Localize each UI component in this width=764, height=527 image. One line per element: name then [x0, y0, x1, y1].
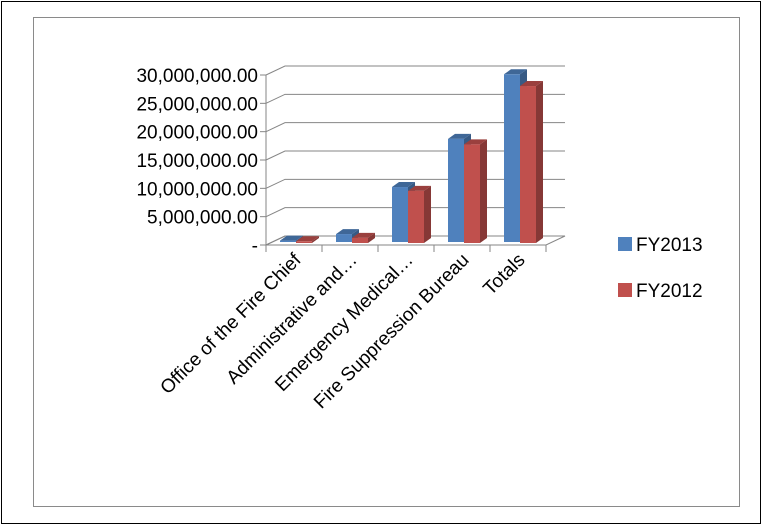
legend-label: FY2013: [636, 235, 703, 256]
gridline: [265, 65, 565, 76]
legend-item-FY2013: FY2013: [618, 235, 703, 256]
chart-area-border: [33, 17, 740, 507]
x-category-label: Totals: [480, 250, 530, 300]
gridline: [265, 122, 565, 133]
y-tick-label: 25,000,000.00: [136, 94, 258, 115]
y-tick-label: 30,000,000.00: [136, 66, 258, 87]
bars: [280, 69, 543, 244]
y-tick-label: 15,000,000.00: [136, 151, 258, 172]
legend-swatch: [618, 237, 632, 251]
bar-FY2012-4: [520, 81, 543, 244]
bar-FY2012-2: [408, 185, 431, 243]
y-axis-tick-labels: - 5,000,000.00 10,000,000.00 15,000,000.00 2…: [136, 66, 258, 257]
legend-label: FY2012: [636, 281, 703, 302]
y-tick-label: 5,000,000.00: [147, 208, 258, 229]
y-tick-label: -: [252, 236, 258, 257]
bar-FY2012-0: [296, 236, 319, 243]
bar-FY2012-1: [352, 232, 375, 243]
gridlines: [260, 65, 566, 252]
legend: FY2013 FY2012: [618, 235, 703, 302]
gridline: [265, 93, 565, 104]
legend-swatch: [618, 283, 632, 297]
y-tick-label: 20,000,000.00: [136, 123, 258, 144]
chart-floor: [265, 235, 566, 246]
legend-item-FY2012: FY2012: [618, 281, 703, 302]
y-tick-label: 10,000,000.00: [136, 179, 258, 200]
bar-FY2012-3: [464, 139, 487, 243]
